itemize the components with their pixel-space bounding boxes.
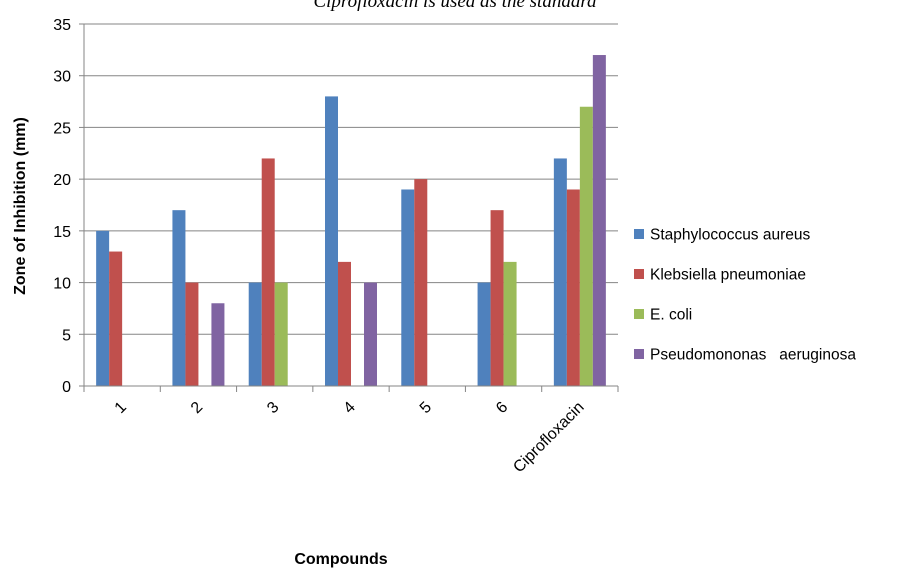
legend-swatch: [634, 349, 644, 359]
x-tick-label: 1: [112, 399, 130, 417]
bar: [325, 96, 338, 387]
legend-swatch: [634, 269, 644, 279]
bar: [477, 282, 491, 386]
y-tick-label: 5: [62, 327, 71, 344]
bar: [414, 179, 428, 386]
bar: [211, 303, 225, 386]
y-tick-label: 25: [53, 120, 71, 137]
x-tick-label: 5: [417, 399, 435, 417]
bar: [364, 282, 377, 386]
bar: [401, 189, 415, 386]
x-tick-label: 3: [264, 399, 282, 417]
bars: [96, 55, 606, 387]
bar: [274, 282, 288, 386]
legend-swatch: [634, 309, 644, 319]
x-tick-label: 6: [493, 399, 511, 417]
x-tick-label: 4: [341, 399, 359, 417]
x-tick-label: Ciprofloxacin: [510, 399, 587, 476]
legend: Staphylococcus aureus Klebsiella pneumoni…: [634, 227, 856, 364]
y-tick-label: 30: [53, 69, 71, 86]
x-axis-title: Compounds: [294, 551, 387, 568]
bar: [503, 261, 517, 386]
bar: [261, 158, 275, 386]
bar: [185, 282, 199, 386]
bar: [96, 230, 110, 386]
y-tick-label: 0: [62, 379, 71, 396]
bar: [172, 210, 186, 386]
bar: [553, 158, 567, 386]
bar: [338, 261, 351, 386]
bar: [592, 55, 606, 387]
bar: [490, 210, 504, 386]
y-tick-label: 35: [53, 17, 71, 34]
y-tick-label: 10: [53, 276, 71, 293]
bar: [579, 106, 593, 386]
bar: [566, 189, 580, 386]
y-axis-title: Zone of Inhibition (mm): [12, 117, 29, 295]
y-tick-labels: 0 5 10 15 20 25 30 35: [53, 17, 71, 396]
legend-label: Klebsiella pneumoniae: [650, 267, 806, 284]
chart-title: Ciprofloxacin is used as the standard: [313, 0, 597, 12]
bar: [248, 282, 262, 386]
legend-label: E. coli: [650, 307, 692, 324]
x-tick-label: 2: [188, 399, 206, 417]
legend-swatch: [634, 229, 644, 239]
y-tick-label: 15: [53, 224, 71, 241]
legend-label: Staphylococcus aureus: [650, 227, 811, 244]
legend-label: Pseudomononas aeruginosa: [650, 347, 856, 364]
bar: [109, 251, 123, 386]
axes: [79, 23, 619, 392]
y-tick-label: 20: [53, 172, 71, 189]
